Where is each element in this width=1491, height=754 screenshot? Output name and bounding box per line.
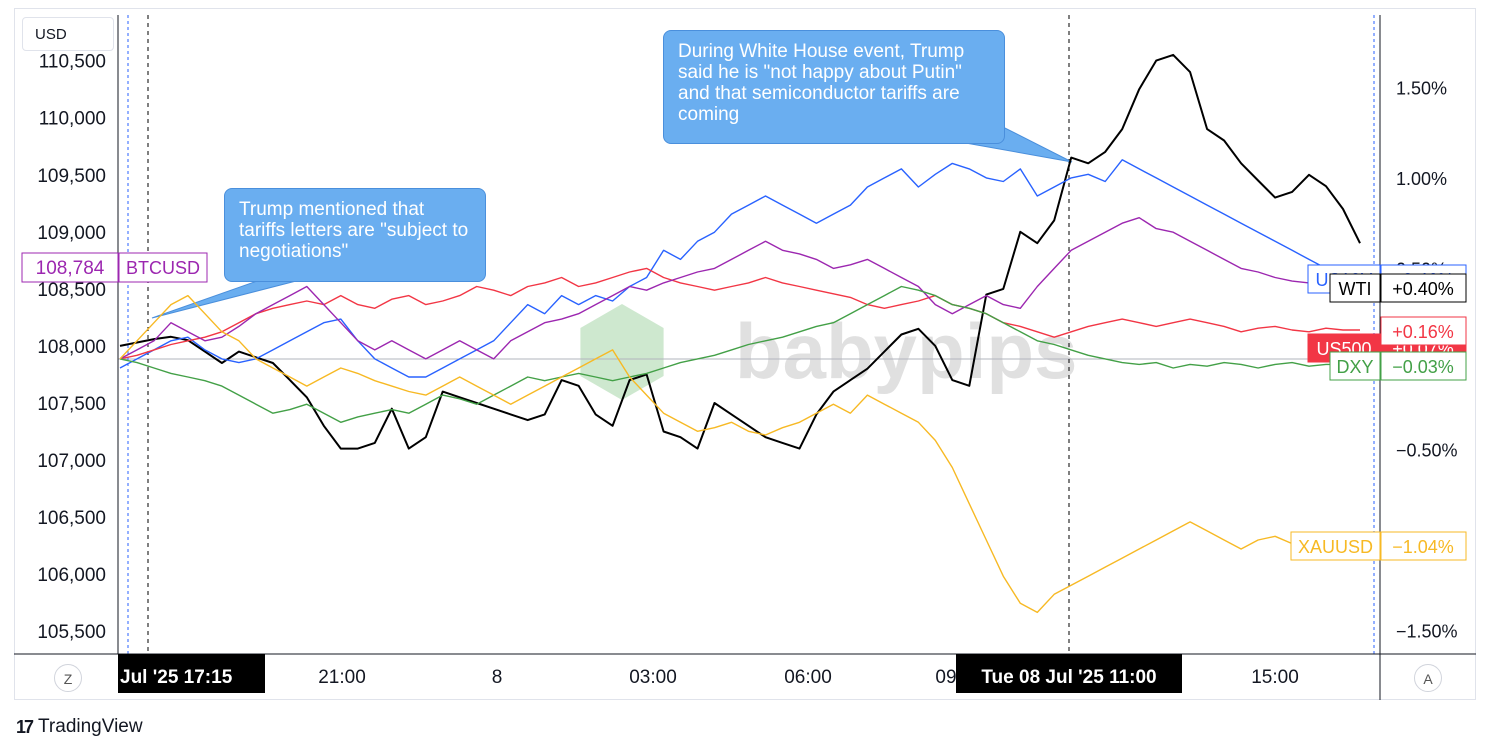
callout-pointer-1 <box>151 279 301 319</box>
tradingview-brand: 17 TradingView <box>16 716 143 738</box>
time-axis-tick: 09 <box>935 667 956 688</box>
series-value-label-xauusd: −1.04% <box>1392 537 1454 557</box>
time-label-start: Jul '25 17:15 <box>120 667 233 688</box>
series-line-xauusd <box>119 294 1361 614</box>
series-line-us500 <box>119 267 1360 360</box>
series-value-label-dxy: −0.03% <box>1392 357 1454 377</box>
left-axis-tick: 110,000 <box>39 109 106 130</box>
btcusd-name-box <box>118 252 208 283</box>
time-axis-tick: 15:00 <box>1251 667 1299 688</box>
left-axis-tick: 105,500 <box>37 622 106 643</box>
btcusd-name-label: BTCUSD <box>126 258 200 278</box>
us500-change-label: +0.16% <box>1392 322 1454 342</box>
series-name-label-wti: WTI <box>1339 279 1372 299</box>
series-name-box-wti <box>1329 273 1381 303</box>
series-line-dxy <box>119 285 1360 423</box>
watermark-logo-icon <box>580 304 664 400</box>
watermark-text: babypips <box>735 307 1077 395</box>
series-name-label-dxy: DXY <box>1336 357 1373 377</box>
series-name-box-xauusd <box>1290 531 1381 561</box>
right-axis-tick: −1.50% <box>1396 621 1458 641</box>
series-line-btcusd <box>119 53 1361 450</box>
left-axis-tick: 109,000 <box>37 223 106 244</box>
us500-change-box <box>1380 316 1467 346</box>
left-axis-tick: 109,500 <box>37 166 106 187</box>
time-label-start-bg <box>118 654 265 693</box>
series-value-box-xauusd <box>1380 531 1467 561</box>
btcusd-price-box <box>21 252 119 283</box>
time-label-event-bg <box>956 654 1182 693</box>
left-axis-tick: 110,500 <box>39 52 106 73</box>
series-line-wti <box>119 217 1360 360</box>
unit-selector[interactable]: USD <box>22 17 114 51</box>
watermark: babypips <box>580 304 1077 400</box>
auto-scale-button[interactable]: A <box>1414 664 1442 692</box>
axes: 110,500 110,000 109,500 109,000 108,500 108,0… <box>14 15 1476 700</box>
tradingview-logo-icon: 17 <box>16 716 34 737</box>
series-name-box-dxy <box>1329 351 1381 381</box>
chart-frame <box>14 8 1476 700</box>
annotation-callout-2: During White House event, Trump said he … <box>663 30 1005 144</box>
right-axis-tick: 1.00% <box>1396 169 1447 189</box>
time-axis-tick: 06:00 <box>784 667 832 688</box>
series-value-box-dxy <box>1380 351 1467 381</box>
btcusd-price-label: 108,784 <box>36 258 105 279</box>
left-axis-tick: 108,000 <box>37 337 106 358</box>
tradingview-wordmark: TradingView <box>38 716 143 737</box>
series-value-label-wti: +0.40% <box>1392 279 1454 299</box>
left-axis-tick: 108,500 <box>37 280 106 301</box>
series-value-box-wti <box>1380 273 1467 303</box>
left-axis-tick: 106,000 <box>37 565 106 586</box>
price-labels: 108,784BTCUSDUS10Y+0.46%US500+0.07%DXY−0… <box>21 252 1467 561</box>
annotation-callout-1: Trump mentioned that tariffs letters are… <box>224 188 486 282</box>
time-label-event: Tue 08 Jul '25 11:00 <box>981 667 1156 688</box>
right-axis-tick: 1.50% <box>1396 78 1447 98</box>
time-axis-tick: 8 <box>492 667 503 688</box>
series-lines <box>119 53 1361 614</box>
timezone-button[interactable]: Z <box>54 664 82 692</box>
time-axis-tick: 21:00 <box>318 667 366 688</box>
series-name-label-xauusd: XAUUSD <box>1298 537 1373 557</box>
series-line-us10y <box>119 159 1361 378</box>
left-axis-tick: 107,000 <box>37 451 106 472</box>
time-axis-tick: 03:00 <box>629 667 677 688</box>
right-axis-tick: −0.50% <box>1396 440 1458 460</box>
left-axis-tick: 107,500 <box>37 394 106 415</box>
left-axis-tick: 106,500 <box>37 508 106 529</box>
